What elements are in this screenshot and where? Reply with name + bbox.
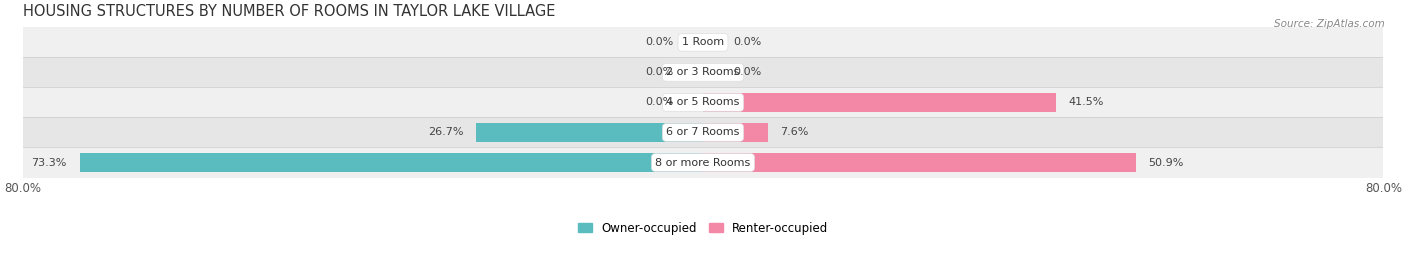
Text: 2 or 3 Rooms: 2 or 3 Rooms — [666, 67, 740, 77]
Bar — [22, 27, 1384, 57]
Bar — [22, 147, 1384, 178]
Text: 1 Room: 1 Room — [682, 37, 724, 47]
Text: 73.3%: 73.3% — [31, 158, 67, 168]
Text: 6 or 7 Rooms: 6 or 7 Rooms — [666, 128, 740, 137]
Text: 0.0%: 0.0% — [645, 97, 673, 107]
Bar — [703, 153, 1136, 172]
Text: 0.0%: 0.0% — [733, 37, 761, 47]
Text: 41.5%: 41.5% — [1069, 97, 1104, 107]
Bar — [80, 153, 703, 172]
Bar — [477, 123, 703, 142]
Text: HOUSING STRUCTURES BY NUMBER OF ROOMS IN TAYLOR LAKE VILLAGE: HOUSING STRUCTURES BY NUMBER OF ROOMS IN… — [22, 4, 555, 19]
Text: 50.9%: 50.9% — [1149, 158, 1184, 168]
Bar — [703, 93, 1056, 112]
Text: 0.0%: 0.0% — [733, 67, 761, 77]
Text: 0.0%: 0.0% — [645, 67, 673, 77]
Bar — [703, 123, 768, 142]
Text: Source: ZipAtlas.com: Source: ZipAtlas.com — [1274, 19, 1385, 29]
Text: 4 or 5 Rooms: 4 or 5 Rooms — [666, 97, 740, 107]
Bar — [22, 118, 1384, 147]
Text: 8 or more Rooms: 8 or more Rooms — [655, 158, 751, 168]
Bar — [22, 57, 1384, 87]
Text: 26.7%: 26.7% — [427, 128, 463, 137]
Bar — [22, 87, 1384, 118]
Text: 0.0%: 0.0% — [645, 37, 673, 47]
Legend: Owner-occupied, Renter-occupied: Owner-occupied, Renter-occupied — [572, 217, 834, 239]
Text: 7.6%: 7.6% — [780, 128, 808, 137]
